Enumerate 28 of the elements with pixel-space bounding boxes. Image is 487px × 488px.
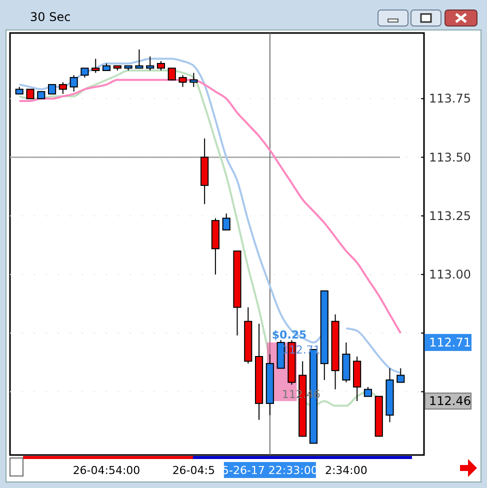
- chart-title: 30 Sec: [30, 10, 71, 24]
- candlestick: [396, 368, 405, 383]
- candlestick: [178, 74, 187, 88]
- candlestick: [222, 213, 230, 230]
- band-label: $0.25: [272, 328, 307, 342]
- candlestick: [135, 48, 144, 69]
- x-tick-label: 2:34:00: [324, 464, 368, 477]
- candlestick: [58, 82, 67, 94]
- candlestick: [92, 58, 100, 74]
- candlestick: [80, 68, 89, 78]
- candlestick: [168, 68, 176, 80]
- y-tick-label: 113.75: [429, 92, 471, 106]
- candlestick: [156, 60, 166, 72]
- y-tick-label: 113.00: [429, 267, 471, 282]
- annotation: 112.46: [282, 388, 320, 402]
- candlestick: [70, 74, 78, 92]
- x-tick-label: 26-04:54:00: [72, 464, 140, 477]
- candlestick: [26, 88, 34, 100]
- y-tick-label: 113.25: [429, 208, 471, 223]
- candlestick: [364, 386, 372, 397]
- candlestick: [146, 56, 154, 72]
- candlestick: [48, 84, 56, 94]
- annotation: 112.71: [282, 343, 320, 356]
- candlestick: [190, 72, 198, 88]
- text: 112.46: [429, 394, 471, 408]
- y-tick-label: 113.50: [429, 150, 471, 164]
- text: 112.71: [429, 335, 471, 350]
- x-tick-label: 26-04:5: [172, 464, 215, 477]
